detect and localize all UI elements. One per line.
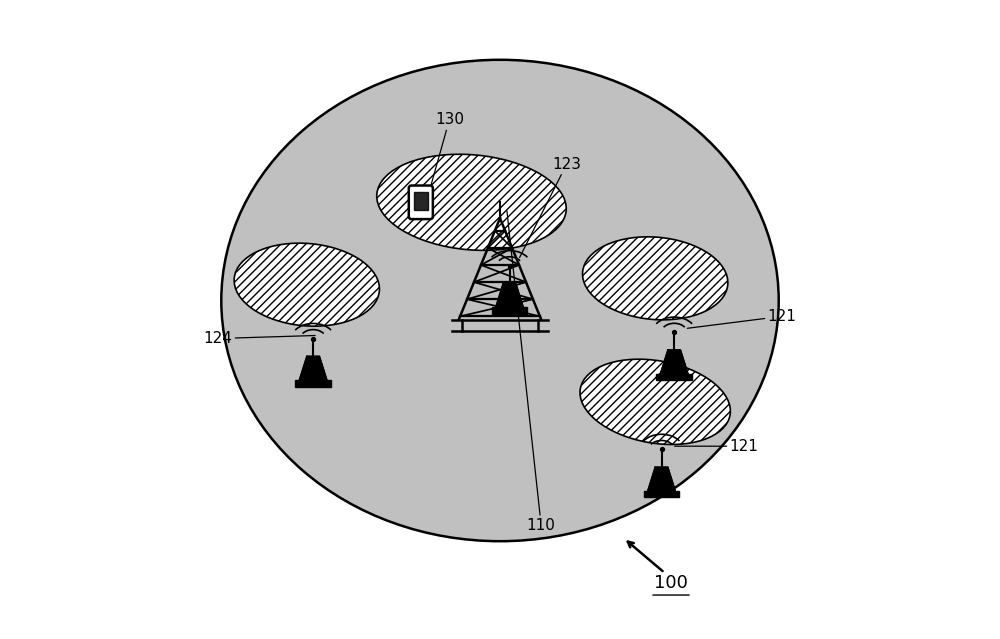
Polygon shape — [644, 491, 679, 498]
Ellipse shape — [583, 237, 728, 320]
Polygon shape — [295, 380, 331, 387]
Polygon shape — [648, 467, 675, 491]
Polygon shape — [660, 350, 688, 374]
Ellipse shape — [221, 60, 779, 541]
Polygon shape — [496, 283, 523, 307]
Polygon shape — [656, 374, 692, 380]
Text: 110: 110 — [507, 211, 556, 533]
Ellipse shape — [377, 154, 566, 250]
Text: 100: 100 — [654, 574, 688, 592]
Ellipse shape — [580, 359, 730, 445]
Text: 124: 124 — [204, 331, 315, 346]
Ellipse shape — [234, 243, 379, 326]
Text: 123: 123 — [520, 157, 581, 258]
Text: 121: 121 — [675, 439, 758, 454]
Text: 121: 121 — [687, 309, 796, 328]
Polygon shape — [299, 356, 327, 380]
Polygon shape — [414, 192, 428, 210]
FancyBboxPatch shape — [409, 185, 433, 219]
Text: 130: 130 — [422, 112, 464, 216]
Polygon shape — [492, 307, 527, 314]
